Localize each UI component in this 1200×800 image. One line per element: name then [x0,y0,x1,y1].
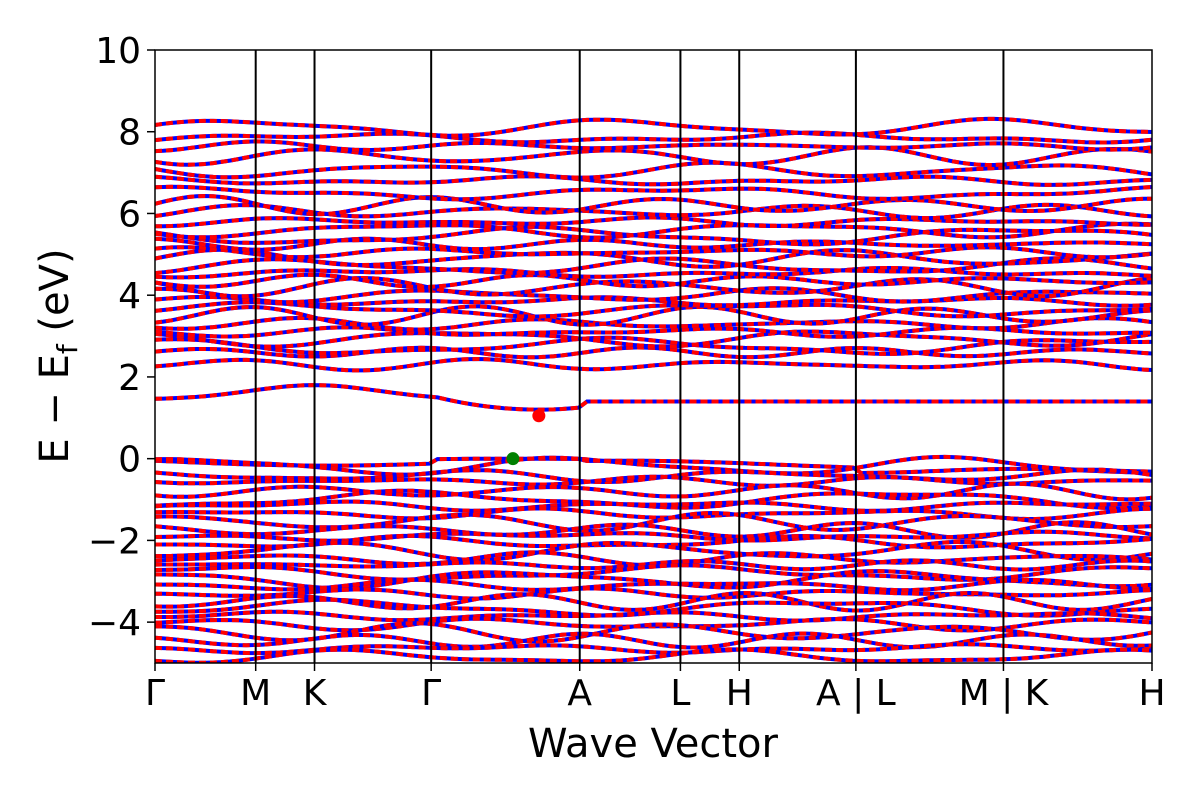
band-spin-up [155,520,1152,540]
band-spin-up [155,221,1152,240]
band-spin-up [155,266,1152,280]
y-tick-label: −4 [88,603,141,644]
bands-layer [155,116,1152,663]
vbm-marker [506,452,520,466]
x-tick-label: M | K [959,673,1050,714]
x-tick-label: A [567,673,592,714]
band-spin-up [155,481,1152,502]
band-spin-up [155,647,1152,663]
x-tick-label: Γ [421,673,441,714]
band-spin-up [155,272,1152,290]
band-spin-up [155,224,1152,247]
band-spin-up [155,577,1152,593]
band-spin-up [155,329,1152,349]
y-tick-label: 8 [118,113,141,154]
band-spin-up [155,275,1152,299]
band-spin-up [155,454,1152,477]
band-spin-up [155,215,1152,229]
x-tick-label: H [1138,673,1165,714]
band-spin-up [155,609,1152,623]
extrema-markers [506,409,546,466]
y-axis-title-subscript: f [51,343,84,354]
band-spin-up [155,631,1152,650]
x-tick-label: A | L [816,673,896,714]
band-spin-up [155,335,1152,356]
band-spin-up [155,145,1152,168]
y-axis-title: E − Ef (eV) [32,248,84,463]
y-tick-label: 0 [118,440,141,481]
y-tick-label: 10 [95,31,141,72]
y-axis-ticks: 10 8 6 4 2 0 −2 −4 [88,31,155,644]
band-spin-up [155,529,1152,543]
band-spin-up [155,510,1152,533]
band-spin-up [155,245,1152,260]
x-tick-label: H [726,673,753,714]
band-spin-up [155,563,1152,582]
cbm-marker [532,409,546,423]
band-spin-up [155,558,1152,572]
band-spin-up [155,474,1152,488]
y-axis-title-unit: (eV) [32,248,78,344]
band-spin-up [155,184,1152,202]
x-tick-label: M [240,673,271,714]
band-spin-up [155,286,1152,305]
band-spin-up [155,586,1152,601]
band-spin-up [155,325,1152,339]
y-tick-label: −2 [88,521,141,562]
band-spin-up [155,174,1152,187]
band-spin-up [155,160,1152,180]
band-spin-up [155,116,1152,138]
y-tick-label: 2 [118,358,141,399]
y-tick-label: 4 [118,276,141,317]
band-spin-up [155,193,1152,217]
band-spin-up [155,539,1152,563]
band-spin-up [155,130,1152,145]
band-spin-up [155,300,1152,319]
band-spin-up [155,247,1152,269]
x-tick-label: L [670,673,690,714]
x-axis-title: Wave Vector [528,721,779,767]
band-spin-up [155,506,1152,521]
band-spin-up [155,383,1152,412]
kpoint-lines [254,50,1005,663]
y-axis-title-main: E − E [32,354,78,464]
plot-frame [154,49,1153,664]
band-spin-up [155,499,1152,513]
band-spin-up [155,139,1152,154]
y-tick-label: 6 [118,194,141,235]
x-tick-label: K [303,673,328,714]
band-spin-up [155,356,1152,373]
x-tick-label: Γ [145,673,165,714]
